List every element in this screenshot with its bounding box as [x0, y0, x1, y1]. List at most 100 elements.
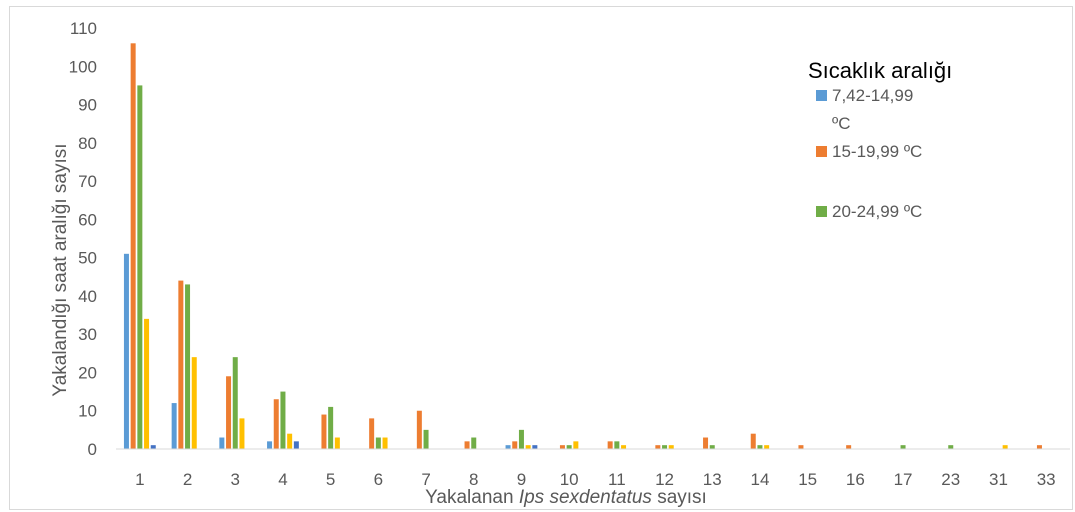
bar-series-1-cat-9: [505, 445, 511, 449]
x-tick-label: 9: [517, 470, 526, 489]
bar-series-4-cat-31: [1002, 445, 1008, 449]
y-axis-title: Yakalandığı saat aralığı sayısı: [50, 143, 71, 396]
x-tick-label: 2: [183, 470, 192, 489]
bar-series-2-cat-7: [416, 410, 422, 449]
bar-series-2-cat-10: [559, 445, 565, 449]
x-axis-title-prefix: Yakalanan: [425, 487, 519, 508]
legend-title: Sıcaklık aralığı: [808, 58, 952, 83]
y-tick-label: 110: [70, 19, 97, 38]
bar-series-3-cat-10: [566, 445, 572, 449]
bar-series-3-cat-17: [900, 445, 906, 449]
y-tick-label: 70: [78, 172, 97, 191]
bar-series-4-cat-6: [382, 437, 388, 449]
bar-series-5-cat-1: [150, 445, 156, 449]
bar-series-4-cat-11: [621, 445, 627, 449]
bar-series-2-cat-33: [1036, 445, 1042, 449]
y-tick-labels: 0 10 20 30 40 50 60 70 80 90 100 110: [69, 19, 97, 459]
bar-series-3-cat-7: [423, 429, 429, 449]
x-tick-label: 16: [846, 470, 865, 489]
x-tick-label: 10: [560, 470, 579, 489]
bar-series-1-cat-3: [219, 437, 225, 449]
bar-series-2-cat-9: [512, 441, 518, 449]
bar-series-2-cat-4: [273, 399, 279, 449]
legend-label-series-1a: 7,42-14,99: [832, 86, 913, 105]
bar-series-3-cat-2: [185, 284, 191, 449]
x-tick-labels: 1 2 3 4 5 6 7 8 9 10 11 12 13 14 15 16 17 23 31 33: [135, 470, 1055, 489]
legend-label-series-1b: ºC: [832, 114, 851, 133]
bar-series-5-cat-9: [532, 445, 538, 449]
bar-series-4-cat-3: [239, 418, 245, 449]
bar-series-1-cat-2: [171, 403, 177, 449]
x-tick-label: 3: [231, 470, 240, 489]
bar-series-3-cat-5: [328, 406, 334, 449]
y-tick-label: 100: [69, 57, 97, 76]
bar-series-4-cat-14: [764, 445, 770, 449]
y-tick-label: 20: [78, 363, 97, 382]
x-axis-title-species: Ips sexdentatus: [519, 487, 653, 508]
x-axis-title: Yakalanan Ips sexdentatus sayısı: [425, 487, 707, 508]
x-tick-label: 4: [278, 470, 287, 489]
x-tick-label: 14: [750, 470, 769, 489]
bar-series-1-cat-1: [123, 253, 129, 449]
x-tick-label: 13: [703, 470, 722, 489]
bar-series-3-cat-12: [662, 445, 668, 449]
x-tick-label: 33: [1037, 470, 1056, 489]
bar-series-2-cat-14: [750, 433, 756, 449]
bars: [123, 43, 1042, 450]
x-tick-label: 8: [469, 470, 478, 489]
bar-series-3-cat-6: [375, 437, 381, 449]
y-tick-label: 40: [78, 287, 97, 306]
y-tick-label: 90: [78, 96, 97, 115]
bar-series-3-cat-4: [280, 391, 286, 449]
x-axis-title-suffix: sayısı: [652, 487, 707, 508]
x-tick-label: 1: [135, 470, 144, 489]
x-tick-label: 7: [421, 470, 430, 489]
bar-series-3-cat-3: [232, 357, 238, 449]
x-tick-label: 5: [326, 470, 335, 489]
bar-series-1-cat-4: [267, 441, 273, 449]
bar-series-4-cat-9: [525, 445, 531, 449]
bar-series-4-cat-10: [573, 441, 579, 449]
y-tick-label: 0: [88, 440, 97, 459]
bar-series-2-cat-1: [130, 43, 136, 450]
bar-series-2-cat-11: [607, 441, 613, 449]
bar-series-4-cat-2: [191, 357, 197, 449]
y-tick-label: 60: [78, 210, 97, 229]
bar-series-3-cat-9: [518, 429, 524, 449]
bar-series-2-cat-2: [178, 280, 184, 449]
bar-series-4-cat-1: [144, 318, 150, 449]
gridlines: [116, 27, 1070, 412]
x-tick-label: 15: [798, 470, 817, 489]
legend-swatch-series-1: [816, 90, 827, 101]
bar-series-5-cat-4: [293, 441, 299, 449]
bar-series-3-cat-8: [471, 437, 477, 449]
x-tick-label: 31: [989, 470, 1008, 489]
bar-series-3-cat-11: [614, 441, 620, 449]
x-tick-label: 12: [655, 470, 674, 489]
y-tick-label: 30: [78, 325, 97, 344]
x-tick-label: 23: [941, 470, 960, 489]
bar-series-2-cat-3: [226, 376, 232, 449]
bar-series-2-cat-12: [655, 445, 661, 449]
bar-series-3-cat-14: [757, 445, 763, 449]
legend-label-series-2: 15-19,99 ºC: [832, 142, 922, 161]
bar-series-2-cat-8: [464, 441, 470, 449]
bar-series-2-cat-15: [798, 445, 804, 449]
bar-series-2-cat-5: [321, 414, 327, 449]
legend-swatch-series-3: [816, 206, 827, 217]
legend: Sıcaklık aralığı 7,42-14,99 ºC 15-19,99 …: [808, 58, 952, 221]
y-tick-label: 80: [78, 134, 97, 153]
x-tick-label: 17: [894, 470, 913, 489]
x-tick-label: 6: [374, 470, 383, 489]
legend-swatch-series-2: [816, 146, 827, 157]
x-tick-label: 11: [608, 470, 626, 489]
bar-series-3-cat-23: [948, 445, 954, 449]
y-tick-label: 10: [78, 402, 97, 421]
bar-series-3-cat-1: [137, 85, 143, 449]
bar-series-2-cat-6: [369, 418, 375, 449]
bar-series-4-cat-5: [334, 437, 340, 449]
legend-label-series-3: 20-24,99 ºC: [832, 202, 922, 221]
bar-series-3-cat-13: [709, 445, 715, 449]
bar-series-2-cat-13: [703, 437, 709, 449]
